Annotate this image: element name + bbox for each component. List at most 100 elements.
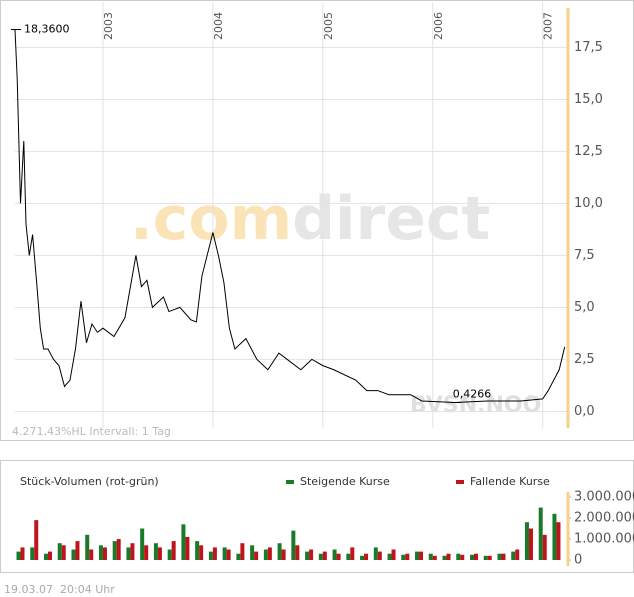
volume-bar	[226, 549, 231, 560]
volume-bar	[556, 522, 561, 560]
y-tick-label: 0,0	[574, 404, 595, 419]
info: 4.271,43%HL Intervall: 1 Tag	[12, 425, 171, 438]
y-tick-label: 1.000.000	[574, 532, 634, 547]
volume-bar	[71, 549, 76, 560]
volume-bar	[373, 547, 378, 560]
volume-bar	[511, 551, 516, 560]
x-tick-label: 2005	[322, 12, 335, 40]
volume-bar	[487, 555, 492, 560]
volume-bar	[16, 551, 21, 560]
volume-bar	[460, 554, 465, 560]
y-tick-label: 3.000.000	[574, 490, 634, 505]
y-tick-label: 7,5	[574, 248, 595, 263]
volume-bar	[240, 543, 245, 560]
volume-bar	[405, 553, 410, 560]
volume-bar	[34, 520, 39, 560]
volume-bar	[185, 536, 190, 560]
volume-bar	[483, 555, 488, 560]
y-tick-label: 0	[574, 553, 582, 568]
x-tick-label: 2004	[212, 12, 225, 40]
volume-bar	[515, 549, 520, 560]
watermark-direct: direct	[292, 184, 490, 254]
volume-bar	[552, 513, 557, 560]
volume-bar	[346, 553, 351, 560]
volume-bar	[212, 547, 217, 560]
volume-bar	[442, 555, 447, 560]
footer-date: 19.03.07	[4, 583, 53, 596]
volume-bar	[419, 551, 424, 560]
volume-bar	[208, 551, 213, 560]
legend-label: Steigende Kurse	[300, 475, 390, 488]
volume-bar	[318, 553, 323, 560]
volume-bar	[524, 522, 529, 560]
volume-bar	[432, 555, 437, 560]
volume-bar	[57, 543, 62, 560]
y-tick-label: 10,0	[574, 196, 603, 211]
volume-bar	[281, 549, 286, 560]
price-line	[14, 29, 566, 403]
volume-bar	[446, 553, 451, 560]
price-panel	[0, 0, 634, 441]
volume-bar	[295, 545, 300, 560]
volume-bar	[20, 547, 25, 560]
volume-bar	[250, 545, 255, 560]
legend-swatch	[286, 480, 294, 484]
volume-bar	[377, 551, 382, 560]
volume-bar	[75, 541, 80, 560]
volume-bar	[391, 549, 396, 560]
volume-bar	[112, 541, 117, 560]
volume-bar	[415, 551, 420, 560]
volume-bar	[322, 551, 327, 560]
volume-bar	[167, 549, 172, 560]
volume-bar	[401, 554, 406, 560]
y-tick-label: 2.000.000	[574, 511, 634, 526]
volume-bar	[277, 543, 282, 560]
volume-bar	[30, 547, 35, 560]
volume-bar	[387, 553, 392, 560]
y-tick-label: 2,5	[574, 352, 595, 367]
volume-bar	[98, 545, 103, 560]
volume-bar	[305, 551, 310, 560]
volume-bar	[332, 549, 337, 560]
volume-bar	[497, 553, 502, 560]
volume-bar	[43, 553, 48, 560]
volume-bar	[144, 545, 149, 560]
legend-label: Fallende Kurse	[470, 475, 550, 488]
x-tick-label: 2007	[542, 12, 555, 40]
y-tick-label: 17,5	[574, 40, 603, 55]
volume-bar	[126, 547, 131, 560]
volume-bar	[222, 547, 227, 560]
volume-bar	[336, 553, 341, 560]
volume-bar	[364, 553, 369, 560]
volume-bar	[199, 545, 204, 560]
volume-bar	[470, 554, 475, 560]
volume-bar	[263, 549, 268, 560]
watermark-symbol: BVSN.NOO	[410, 393, 541, 418]
annotation-label: 0,4266	[453, 387, 492, 400]
volume-bar	[360, 555, 365, 560]
volume-bar	[85, 534, 90, 560]
x-tick-label: 2003	[102, 12, 115, 40]
volume-bar	[153, 543, 158, 560]
volume-bar	[89, 549, 94, 560]
volume-bar	[130, 543, 135, 560]
volume-bar	[291, 530, 296, 560]
y-tick-label: 5,0	[574, 300, 595, 315]
annotation-label: 18,3600	[24, 23, 70, 36]
volume-bar	[267, 547, 272, 560]
volume-bar	[157, 547, 162, 560]
volume-bar	[428, 553, 433, 560]
watermark: .comdirect	[130, 184, 490, 254]
volume-bar	[195, 541, 200, 560]
volume-bar	[171, 541, 176, 560]
volume-bar	[61, 545, 66, 560]
volume-bar	[254, 551, 259, 560]
legend-swatch	[456, 480, 464, 484]
volume-bar	[102, 547, 107, 560]
volume-bar	[181, 524, 186, 560]
x-tick-label: 2006	[432, 12, 445, 40]
volume-bar	[350, 547, 355, 560]
volume-bar	[474, 553, 479, 560]
volume-bar	[538, 507, 543, 560]
